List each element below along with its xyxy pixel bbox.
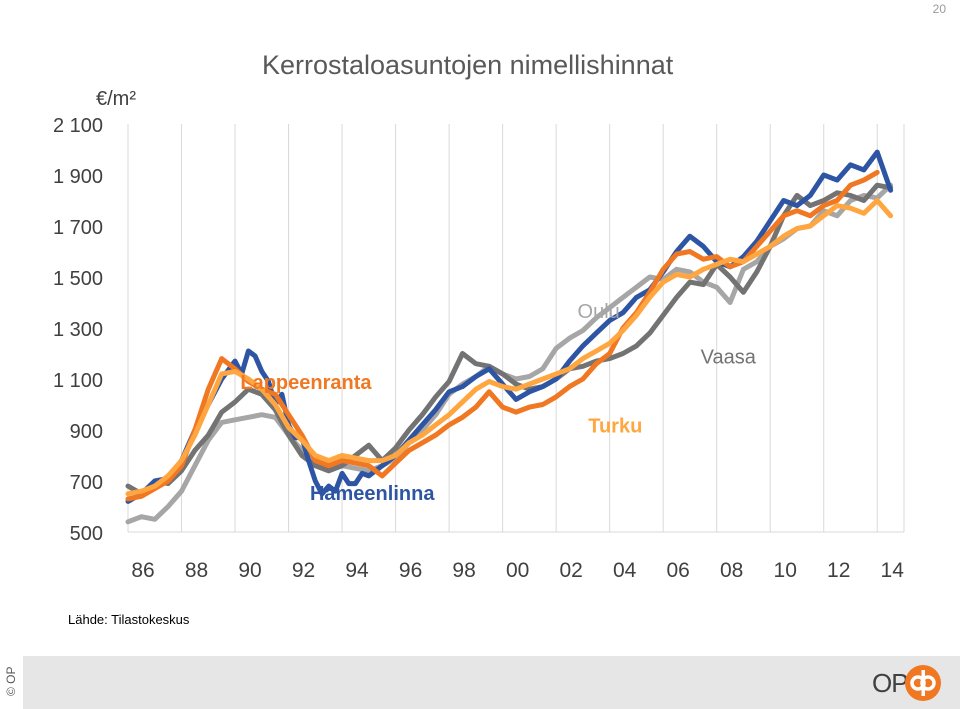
series-line-vaasa xyxy=(125,182,894,497)
y-tick-label: 1 700 xyxy=(53,217,103,239)
x-tick-label: 98 xyxy=(452,559,475,582)
chart-title: Kerrostaloasuntojen nimellishinnat xyxy=(262,50,674,80)
op-logo-text: OP xyxy=(872,668,909,698)
y-tick-label: 1 300 xyxy=(53,319,103,341)
y-tick-label: 2 100 xyxy=(53,115,103,137)
y-tick-label: 700 xyxy=(70,472,103,494)
series-label-turku: Turku xyxy=(588,416,642,438)
x-tick-label: 10 xyxy=(774,559,797,582)
x-tick-label: 96 xyxy=(399,559,422,582)
x-tick-label: 04 xyxy=(613,559,637,582)
x-tick-label: 06 xyxy=(666,559,689,582)
x-tick-label: 92 xyxy=(292,559,315,582)
op-logo-icon xyxy=(905,665,941,701)
x-tick-label: 90 xyxy=(238,559,261,582)
series-label-vaasa: Vaasa xyxy=(701,347,757,369)
series-label-oulu: Oulu xyxy=(578,301,620,323)
copyright-text: © OP xyxy=(4,666,18,696)
x-tick-label: 00 xyxy=(506,559,529,582)
series-line-hameenlinna xyxy=(125,149,894,504)
y-tick-label: 900 xyxy=(70,421,103,443)
x-tick-label: 94 xyxy=(345,559,369,582)
y-tick-label: 500 xyxy=(70,523,103,545)
series-line-turku xyxy=(125,198,894,497)
x-tick-label: 12 xyxy=(827,559,850,582)
page-number: 20 xyxy=(932,2,946,16)
y-tick-label: 1 100 xyxy=(53,370,103,392)
x-tick-label: 86 xyxy=(131,559,154,582)
x-tick-label: 14 xyxy=(881,559,905,582)
x-tick-label: 88 xyxy=(185,559,208,582)
y-tick-label: 1 500 xyxy=(53,268,103,290)
series-label-hameenlinna: Hämeenlinna xyxy=(310,483,435,505)
y-tick-label: 1 900 xyxy=(53,166,103,188)
line-chart: 2 100 1 900 1 700 1 500 1 300 1 100 900 700 500 8… xyxy=(53,115,905,582)
copyright-strip: © OP xyxy=(0,656,23,709)
source-note: Lähde: Tilastokeskus xyxy=(68,612,190,627)
series-label-lappeenranta: Lappeenranta xyxy=(240,372,372,394)
x-tick-label: 08 xyxy=(720,559,743,582)
y-axis-unit: €/m² xyxy=(96,88,136,110)
footer-bar xyxy=(23,656,960,709)
x-tick-label: 02 xyxy=(559,559,582,582)
